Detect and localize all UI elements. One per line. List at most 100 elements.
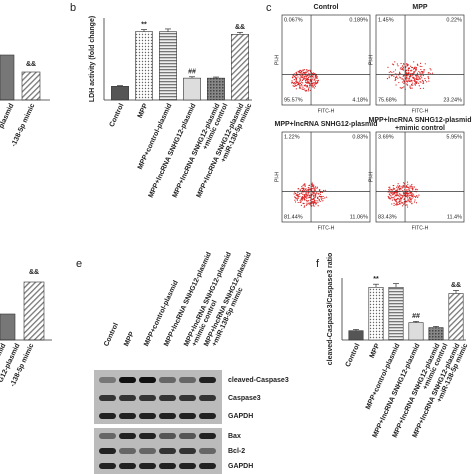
event-dot xyxy=(294,199,296,201)
x-tick-label: Control xyxy=(109,103,126,129)
event-dot xyxy=(301,84,303,86)
y-axis-label: cleaved-Caspase3/Caspase3 ratio xyxy=(327,253,334,365)
bar-fragment xyxy=(0,54,15,101)
event-dot xyxy=(396,194,398,196)
event-dot xyxy=(413,77,415,79)
event-dot xyxy=(311,202,313,204)
event-dot xyxy=(315,83,318,85)
event-dot xyxy=(410,83,413,85)
event-dot xyxy=(301,79,304,82)
event-dot xyxy=(320,199,323,201)
panel-a: && plasmid -138-5p mimic xyxy=(0,54,50,148)
event-dot xyxy=(410,87,412,89)
event-dot xyxy=(298,193,300,196)
event-dot xyxy=(303,183,305,185)
event-dot xyxy=(388,71,390,73)
event-dot xyxy=(427,72,429,74)
event-dot xyxy=(296,199,299,201)
event-dot xyxy=(409,86,411,88)
event-dot xyxy=(314,201,316,203)
event-dot xyxy=(409,80,411,83)
event-dot xyxy=(397,203,399,206)
event-dot xyxy=(297,197,299,199)
event-dot xyxy=(423,71,425,73)
event-dot xyxy=(411,66,413,69)
x-axis-label: FITC-H xyxy=(318,225,335,231)
event-dot xyxy=(300,204,302,207)
blot-band xyxy=(199,448,216,454)
event-dot xyxy=(306,200,308,202)
event-dot xyxy=(299,201,301,204)
event-dot xyxy=(312,188,314,190)
event-dot xyxy=(311,186,313,188)
blot-band xyxy=(139,433,156,439)
annotation: && xyxy=(26,61,36,68)
event-dot xyxy=(304,84,306,86)
annotation: ** xyxy=(141,21,147,28)
event-dot xyxy=(423,68,425,71)
event-dot xyxy=(301,188,303,190)
event-dot xyxy=(414,196,417,198)
event-dot xyxy=(314,85,317,87)
event-dot xyxy=(412,77,414,79)
event-dot xyxy=(392,192,395,194)
event-dot xyxy=(305,81,307,83)
event-dot xyxy=(415,202,418,204)
event-dot xyxy=(299,195,301,198)
event-dot xyxy=(307,71,309,73)
event-dot xyxy=(408,192,410,194)
event-dot xyxy=(406,186,409,188)
event-dot xyxy=(402,65,404,67)
event-dot xyxy=(416,72,419,74)
event-dot xyxy=(408,200,410,202)
event-dot xyxy=(314,189,316,192)
blot-band xyxy=(139,448,156,454)
event-dot xyxy=(415,189,417,191)
event-dot xyxy=(405,193,407,195)
event-dot xyxy=(307,90,309,92)
event-dot xyxy=(411,87,413,89)
event-dot xyxy=(298,87,301,89)
event-dot xyxy=(306,70,308,72)
event-dot xyxy=(419,72,421,74)
bar xyxy=(428,327,444,341)
row-label: GAPDH xyxy=(228,463,253,470)
event-dot xyxy=(422,72,424,74)
panel-letter: b xyxy=(70,2,76,14)
event-dot xyxy=(307,88,310,90)
event-dot xyxy=(399,185,401,187)
x-axis-label: FITC-H xyxy=(318,108,335,114)
event-dot xyxy=(306,196,308,198)
event-dot xyxy=(312,184,314,186)
event-dot xyxy=(410,194,412,197)
event-dot xyxy=(299,72,301,74)
event-dot xyxy=(313,87,315,89)
quadrant-value: 11.4% xyxy=(447,214,462,220)
event-dot xyxy=(424,79,426,82)
event-dot xyxy=(403,203,405,206)
event-dot xyxy=(302,188,304,190)
plot-title: Control xyxy=(314,4,339,11)
bar xyxy=(135,31,153,101)
event-dot xyxy=(306,189,308,191)
event-dot xyxy=(306,203,308,205)
plot-title: MPP+lncRNA SNHG12-plasmid xyxy=(274,121,377,128)
event-dot xyxy=(407,189,409,191)
blot-band xyxy=(179,395,196,401)
event-dot xyxy=(305,72,307,74)
event-dot xyxy=(305,204,308,206)
event-dot xyxy=(410,69,412,72)
event-dot xyxy=(308,76,310,78)
event-dot xyxy=(306,69,308,71)
event-dot xyxy=(306,78,308,80)
event-dot xyxy=(393,204,395,207)
event-dot xyxy=(403,63,405,65)
bar xyxy=(111,86,129,101)
event-dot xyxy=(414,77,416,80)
blot-band xyxy=(199,395,216,401)
event-dot xyxy=(391,199,393,201)
event-dot xyxy=(291,80,293,82)
event-dot xyxy=(416,195,418,197)
event-dot xyxy=(309,69,311,71)
blot-band xyxy=(139,377,156,383)
